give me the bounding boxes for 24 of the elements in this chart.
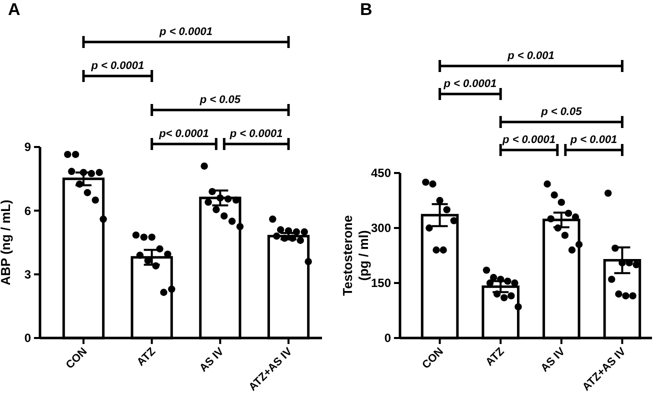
x-tick-label: AS IV bbox=[538, 345, 568, 374]
y-tick-label: 450 bbox=[370, 166, 392, 180]
text: p < 0.0001 bbox=[90, 60, 144, 72]
text: p< 0.0001 bbox=[158, 128, 209, 140]
text: p < 0.05 bbox=[540, 106, 583, 118]
x-tick-label: AS IV bbox=[197, 345, 227, 374]
y-tick-label: 3 bbox=[24, 268, 32, 282]
text: p < 0.0001 bbox=[442, 78, 497, 90]
text: p < 0.001 bbox=[569, 134, 618, 146]
chart-title: B bbox=[360, 0, 372, 19]
text: p < 0.0001 bbox=[158, 26, 212, 38]
y-axis-title: ABP (ng / mL) bbox=[0, 200, 13, 286]
y-tick-label: 0 bbox=[24, 331, 32, 346]
text: p < 0.001 bbox=[506, 50, 554, 62]
y-tick-label: 0 bbox=[384, 331, 392, 346]
text: p < 0.0001 bbox=[502, 134, 556, 146]
y-tick-label: 150 bbox=[370, 276, 392, 290]
y-tick-label: 6 bbox=[24, 204, 32, 218]
text: p < 0.05 bbox=[198, 94, 242, 106]
chart-title: A bbox=[8, 0, 20, 19]
text: p < 0.0001 bbox=[228, 128, 283, 140]
y-tick-label: 300 bbox=[370, 221, 392, 236]
y-axis-title: Testosterone (pg / ml) bbox=[340, 215, 371, 296]
y-tick-label: 9 bbox=[24, 140, 32, 154]
